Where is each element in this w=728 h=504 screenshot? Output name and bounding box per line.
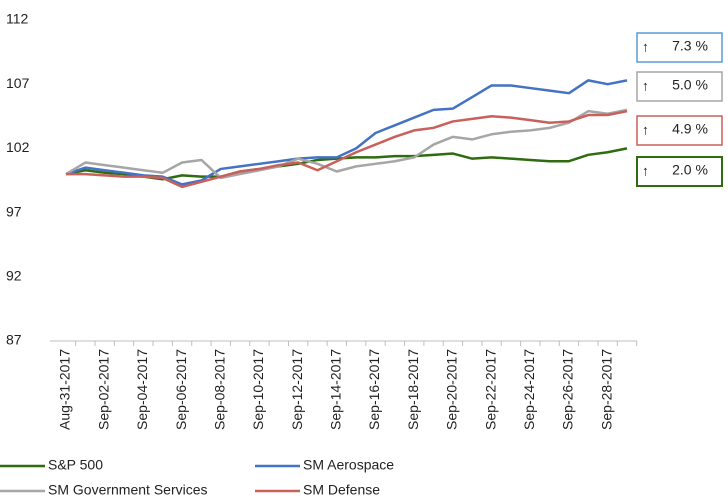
- annotation-arrow: ↑: [642, 122, 649, 138]
- y-tick-label: 107: [6, 75, 30, 91]
- annotation-arrow: ↑: [642, 39, 649, 55]
- x-tick-label: Sep-06-2017: [173, 349, 189, 430]
- annotation-box: [636, 156, 723, 187]
- legend-label: SM Defense: [303, 482, 380, 498]
- x-tick-label: Sep-12-2017: [289, 349, 305, 430]
- x-tick-label: Sep-16-2017: [366, 349, 382, 430]
- x-tick-label: Sep-02-2017: [95, 349, 111, 430]
- annotation-box: [636, 32, 723, 63]
- annotation-arrow: ↑: [642, 78, 649, 94]
- x-tick-label: Aug-31-2017: [57, 349, 73, 430]
- annotation-box: [636, 115, 723, 146]
- annotation-text: 4.9 %: [672, 121, 708, 137]
- y-tick-label: 92: [6, 268, 22, 284]
- y-tick-label: 97: [6, 203, 22, 219]
- x-tick-label: Sep-22-2017: [482, 349, 498, 430]
- x-tick-label: Sep-26-2017: [560, 349, 576, 430]
- x-tick-label: Sep-18-2017: [405, 349, 421, 430]
- y-tick-label: 112: [6, 11, 29, 27]
- annotation-arrow: ↑: [642, 163, 649, 179]
- x-tick-label: Sep-04-2017: [134, 349, 150, 430]
- legend-label: SM Aerospace: [303, 457, 394, 473]
- legend-label: SM Government Services: [48, 482, 208, 498]
- x-tick-label: Sep-24-2017: [521, 349, 537, 430]
- series-line: [65, 108, 628, 180]
- legend-label: S&P 500: [48, 457, 103, 473]
- x-tick-label: Sep-08-2017: [211, 349, 227, 430]
- annotation-text: 7.3 %: [672, 38, 708, 54]
- annotation-text: 5.0 %: [672, 77, 708, 93]
- series-line: [66, 109, 628, 189]
- annotation-text: 2.0 %: [672, 162, 708, 178]
- x-tick-label: Sep-10-2017: [250, 349, 266, 430]
- x-tick-label: Sep-14-2017: [328, 349, 344, 430]
- series-line: [65, 79, 628, 186]
- annotation-box: [636, 71, 723, 102]
- x-tick-label: Sep-20-2017: [444, 349, 460, 430]
- y-tick-label: 102: [6, 139, 30, 155]
- x-tick-label: Sep-28-2017: [598, 349, 614, 430]
- y-tick-label: 87: [6, 332, 22, 348]
